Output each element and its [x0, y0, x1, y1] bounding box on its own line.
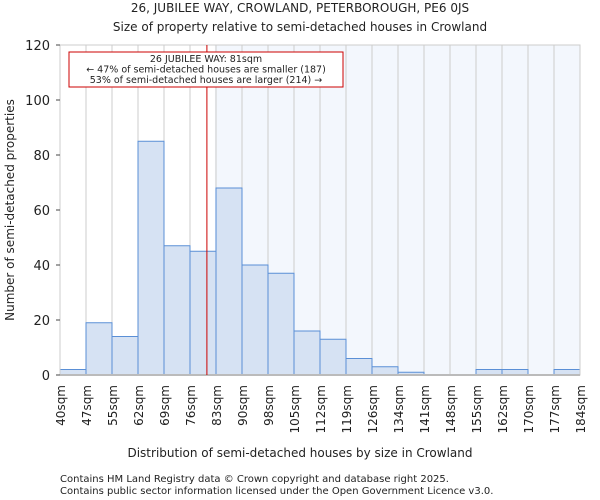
x-tick-label: 83sqm	[210, 385, 224, 426]
y-tick-label: 0	[42, 369, 50, 384]
bar	[319, 338, 347, 376]
x-tick-label: 69sqm	[158, 385, 172, 426]
y-tick-label: 120	[25, 39, 50, 54]
x-tick-label: 90sqm	[236, 385, 250, 426]
y-axis-label: Number of semi-detached properties	[3, 99, 17, 321]
x-tick-label: 62sqm	[132, 385, 146, 426]
bar	[111, 336, 139, 376]
x-tick-label: 119sqm	[340, 385, 354, 433]
bar	[293, 330, 321, 376]
bar	[267, 272, 295, 376]
x-tick-label: 141sqm	[418, 385, 432, 433]
chart-title: 26, JUBILEE WAY, CROWLAND, PETERBOROUGH,…	[131, 1, 469, 15]
x-axis-label: Distribution of semi-detached houses by …	[127, 446, 472, 460]
bar	[345, 358, 373, 376]
y-tick-label: 40	[33, 259, 50, 274]
x-tick-label: 40sqm	[54, 385, 68, 426]
x-tick-label: 47sqm	[80, 385, 94, 426]
annotation-text: 26 JUBILEE WAY: 81sqm	[150, 54, 262, 65]
footer-line-2: Contains public sector information licen…	[60, 486, 493, 497]
x-tick-label: 126sqm	[366, 385, 380, 433]
x-tick-label: 148sqm	[444, 385, 458, 433]
x-tick-label: 76sqm	[184, 385, 198, 426]
x-tick-label: 177sqm	[548, 385, 562, 433]
annotation-text: ← 47% of semi-detached houses are smalle…	[86, 65, 326, 76]
x-tick-label: 55sqm	[106, 385, 120, 426]
y-tick-label: 20	[33, 314, 50, 329]
footer-line-1: Contains HM Land Registry data © Crown c…	[60, 474, 449, 485]
x-tick-label: 105sqm	[288, 385, 302, 433]
y-tick-label: 80	[33, 149, 50, 164]
x-tick-label: 162sqm	[496, 385, 510, 433]
x-tick-label: 134sqm	[392, 385, 406, 433]
bar	[163, 245, 191, 376]
bar	[137, 140, 165, 376]
bar	[371, 366, 399, 376]
bar	[241, 264, 269, 376]
chart-subtitle: Size of property relative to semi-detach…	[113, 20, 487, 34]
annotation-text: 53% of semi-detached houses are larger (…	[90, 75, 323, 86]
y-tick-label: 60	[33, 204, 50, 219]
x-tick-label: 184sqm	[574, 385, 588, 433]
bar	[189, 250, 217, 376]
annotation-box	[68, 51, 344, 88]
y-tick-label: 100	[25, 94, 50, 109]
x-tick-label: 170sqm	[522, 385, 536, 433]
x-tick-label: 155sqm	[470, 385, 484, 433]
bar	[85, 322, 113, 376]
bar	[215, 187, 243, 376]
x-tick-label: 98sqm	[262, 385, 276, 426]
x-tick-label: 112sqm	[314, 385, 328, 433]
